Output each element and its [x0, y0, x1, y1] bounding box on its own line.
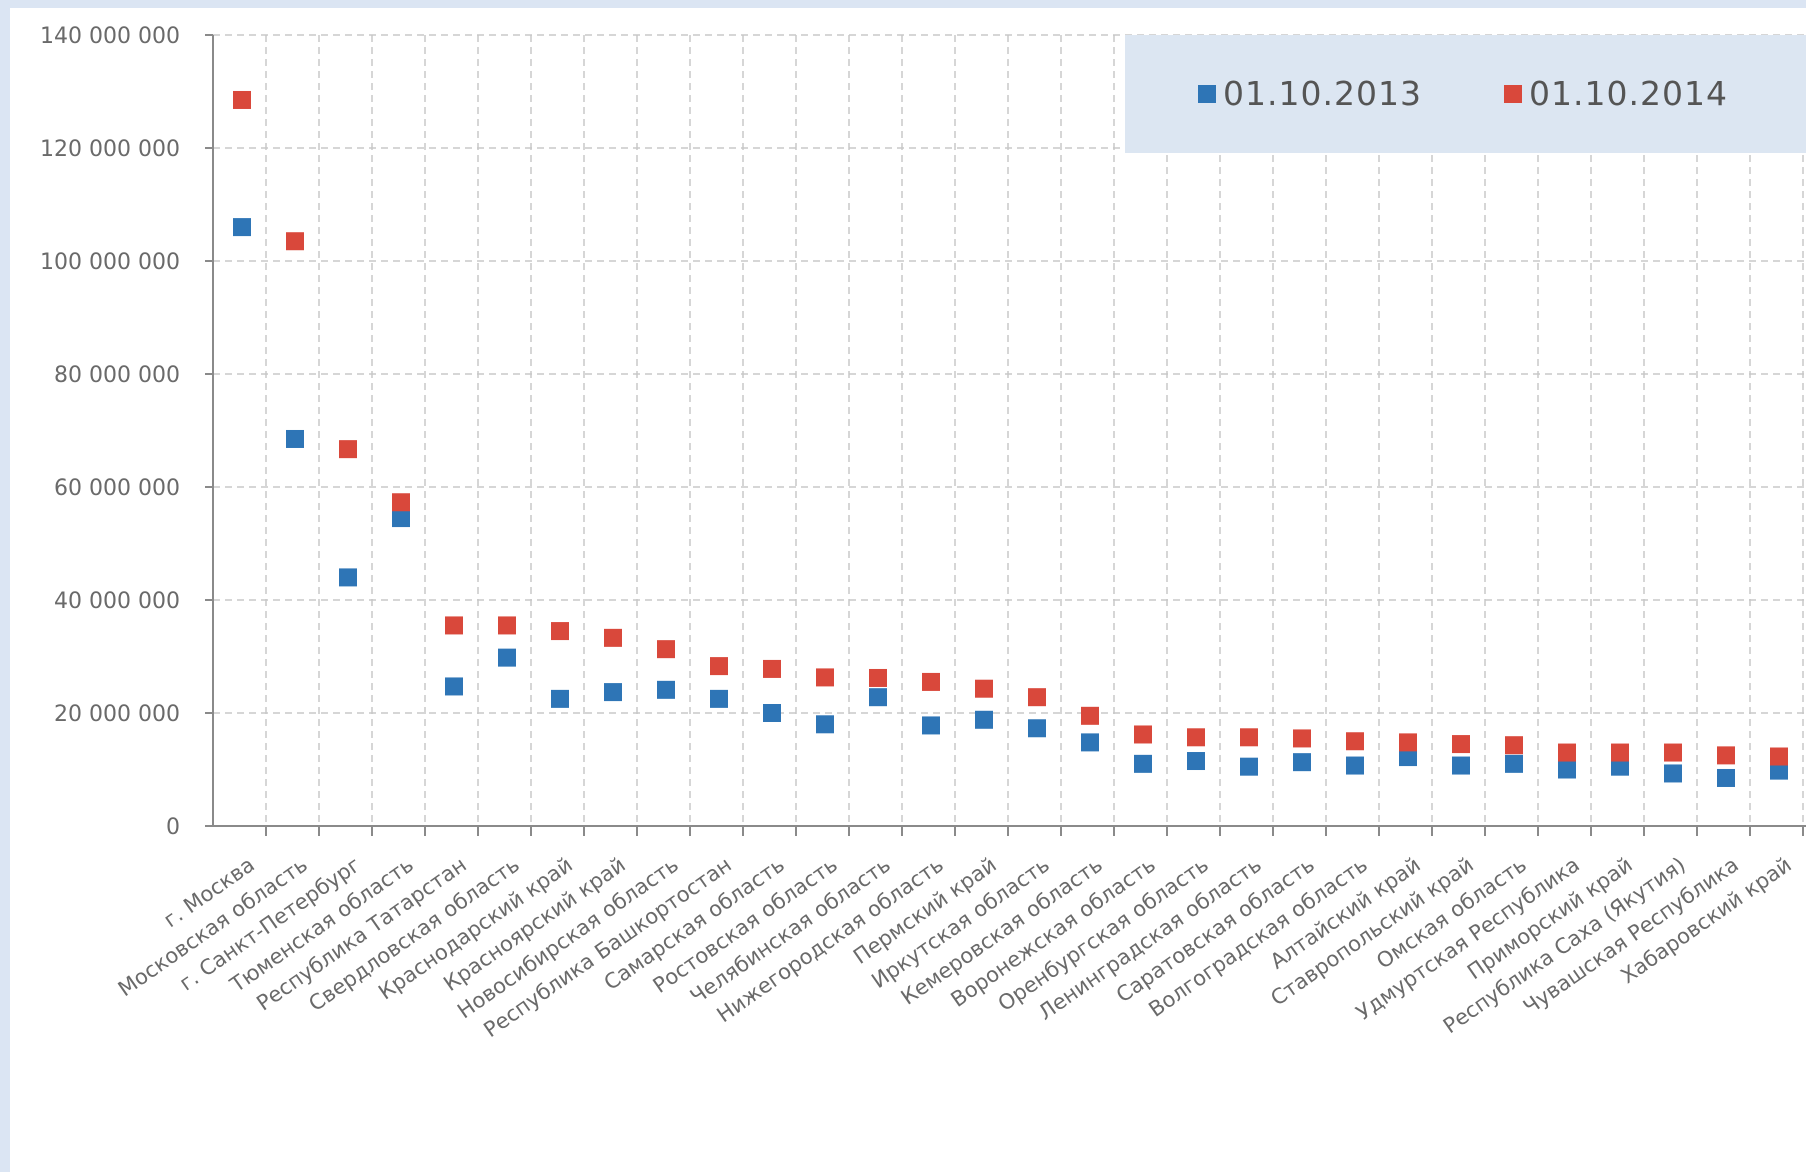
- data-point-2014: [1611, 743, 1629, 762]
- data-point-2013: [286, 429, 304, 448]
- data-point-2014: [975, 679, 993, 698]
- data-point-2013: [1346, 756, 1364, 775]
- data-point-2013: [445, 677, 463, 696]
- data-point-2014: [1664, 743, 1682, 762]
- data-point-2013: [975, 710, 993, 729]
- legend-marker-2013: [1198, 85, 1216, 103]
- data-point-2014: [1770, 747, 1788, 766]
- data-point-2013: [339, 568, 357, 587]
- data-point-2013: [1664, 764, 1682, 783]
- y-tick-label: 100 000 000: [40, 250, 180, 275]
- data-points: [233, 90, 1788, 787]
- data-point-2014: [816, 668, 834, 687]
- data-point-2013: [1293, 753, 1311, 772]
- data-point-2013: [233, 218, 251, 237]
- data-point-2013: [1558, 760, 1576, 779]
- data-point-2014: [1028, 688, 1046, 707]
- data-point-2013: [1717, 768, 1735, 787]
- data-point-2014: [498, 616, 516, 635]
- data-point-2014: [1505, 736, 1523, 755]
- legend-marker-2014: [1504, 85, 1522, 103]
- grid-lines: [213, 34, 1806, 826]
- y-tick-label: 120 000 000: [40, 137, 180, 162]
- data-point-2014: [763, 659, 781, 678]
- data-point-2013: [604, 683, 622, 702]
- y-tick-label: 40 000 000: [54, 589, 180, 614]
- data-point-2014: [286, 232, 304, 251]
- data-point-2013: [710, 689, 728, 708]
- scatter-chart: 0 20 000 000 40 000 000 60 000 000 80 000 00…: [40, 24, 1806, 1042]
- data-point-2014: [445, 616, 463, 635]
- data-point-2014: [657, 640, 675, 659]
- data-point-2014: [922, 672, 940, 691]
- data-point-2014: [1399, 733, 1417, 752]
- data-point-2013: [1240, 757, 1258, 776]
- y-tick-label: 80 000 000: [54, 363, 180, 388]
- data-point-2013: [1399, 748, 1417, 767]
- data-point-2014: [1346, 732, 1364, 751]
- y-tick-label: 20 000 000: [54, 702, 180, 727]
- y-tick-label: 140 000 000: [40, 24, 180, 49]
- legend-background: [1125, 35, 1806, 153]
- data-point-2014: [1558, 743, 1576, 762]
- data-point-2013: [869, 688, 887, 707]
- data-point-2013: [1134, 754, 1152, 773]
- data-point-2014: [339, 440, 357, 459]
- data-point-2014: [604, 628, 622, 647]
- data-point-2014: [1240, 728, 1258, 747]
- data-point-2013: [1452, 756, 1470, 775]
- data-point-2014: [710, 657, 728, 676]
- data-point-2013: [816, 715, 834, 734]
- y-tick-label: 0: [166, 815, 180, 840]
- data-point-2013: [1081, 733, 1099, 752]
- data-point-2014: [1187, 728, 1205, 747]
- data-point-2014: [869, 668, 887, 687]
- data-point-2014: [1717, 746, 1735, 765]
- data-point-2014: [1134, 725, 1152, 744]
- data-point-2013: [763, 704, 781, 722]
- data-point-2014: [1293, 729, 1311, 748]
- data-point-2014: [1081, 706, 1099, 725]
- data-point-2013: [1028, 719, 1046, 738]
- data-point-2013: [657, 680, 675, 699]
- legend-label-2014: 01.10.2014: [1529, 74, 1728, 113]
- data-point-2013: [922, 716, 940, 735]
- data-point-2013: [498, 648, 516, 667]
- data-point-2014: [551, 622, 569, 641]
- data-point-2014: [1452, 735, 1470, 754]
- data-point-2013: [392, 509, 410, 528]
- data-point-2013: [1770, 761, 1788, 780]
- data-point-2014: [233, 90, 251, 109]
- data-point-2013: [1611, 757, 1629, 776]
- y-tick-label: 60 000 000: [54, 476, 180, 501]
- y-axis-tick-labels: 0 20 000 000 40 000 000 60 000 000 80 000 00…: [40, 24, 180, 840]
- data-point-2013: [1505, 754, 1523, 773]
- legend-label-2013: 01.10.2013: [1223, 74, 1422, 113]
- data-point-2013: [551, 689, 569, 708]
- data-point-2014: [392, 493, 410, 512]
- data-point-2013: [1187, 752, 1205, 771]
- axes: [205, 34, 1806, 836]
- chart-card: 0 20 000 000 40 000 000 60 000 000 80 000 00…: [10, 8, 1806, 1172]
- legend: 01.10.2013 01.10.2014: [1125, 35, 1806, 153]
